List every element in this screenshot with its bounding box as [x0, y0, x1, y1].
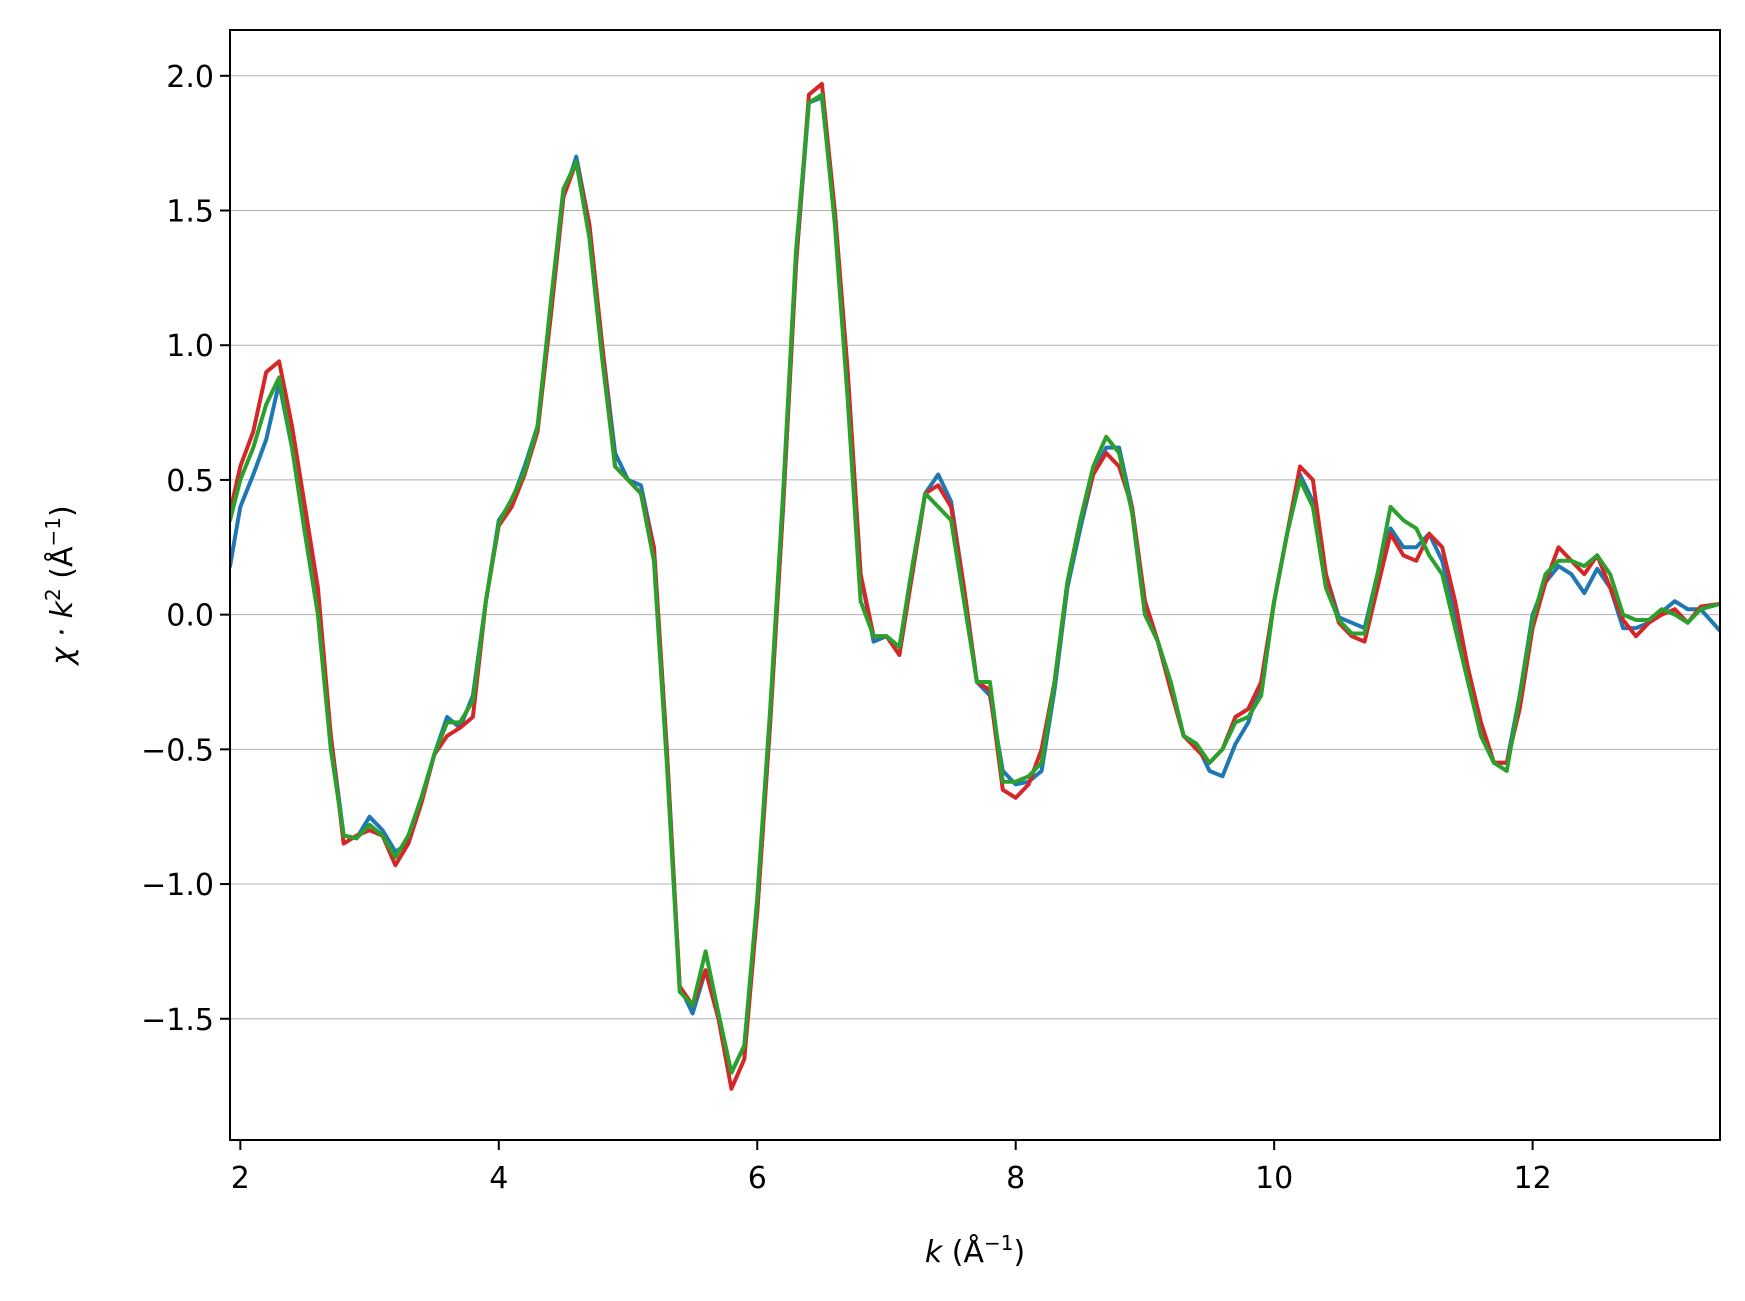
y-axis-ticks: −1.5 −1.0 −0.5 0.0 0.5 1.0 1.5 2.0: [141, 60, 230, 1038]
x-axis-label-unit: (Å: [952, 1234, 985, 1270]
y-axis-label-var: k: [45, 599, 80, 618]
y-axis-label-pre: χ ·: [45, 618, 80, 666]
series-layer: [230, 81, 1720, 1091]
x-axis-label-sup: −1: [984, 1231, 1013, 1255]
y-tick-label: 1.5: [166, 195, 214, 230]
x-tick-label: 10: [1255, 1161, 1293, 1196]
x-tick-label: 6: [748, 1161, 767, 1196]
y-axis-label-close: ): [45, 505, 80, 517]
x-tick-label: 8: [1006, 1161, 1025, 1196]
y-axis-label-sup1: 2: [41, 588, 65, 601]
y-tick-label: −0.5: [141, 733, 214, 768]
x-axis-label: k (Å−1): [925, 1231, 1025, 1270]
y-tick-label: 0.5: [166, 464, 214, 499]
x-tick-label: 12: [1514, 1161, 1552, 1196]
y-tick-label: 1.0: [166, 329, 214, 364]
y-axis-label-unit: (Å: [44, 546, 80, 588]
x-axis-label-var: k: [925, 1235, 944, 1270]
y-tick-label: 2.0: [166, 60, 214, 95]
y-axis-label-sup2: −1: [41, 517, 65, 546]
plot-frame: [229, 29, 1721, 1141]
x-axis-label-close: ): [1013, 1235, 1025, 1270]
y-axis-label: χ · k2 (Å−1): [41, 505, 80, 666]
y-tick-label: −1.5: [141, 1003, 214, 1038]
x-tick-label: 2: [231, 1161, 250, 1196]
y-tick-label: 0.0: [166, 599, 214, 634]
grid-lines: [230, 75, 1720, 1020]
x-axis-ticks: 2 4 6 8 10 12: [231, 1140, 1552, 1196]
x-tick-label: 4: [489, 1161, 508, 1196]
y-tick-label: −1.0: [141, 868, 214, 903]
series-line-2: [230, 92, 1720, 1075]
